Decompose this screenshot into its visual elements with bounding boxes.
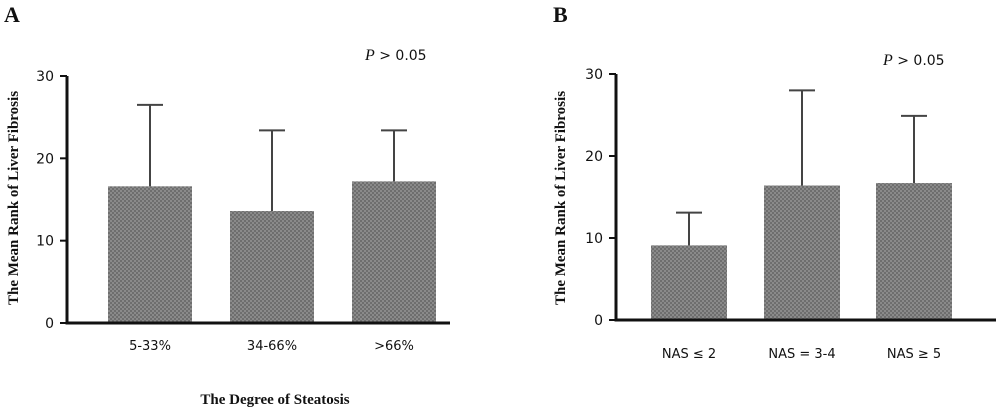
panel-a-marks: 5-33% 34-66% >66% 0 10 20 30 (36, 69, 450, 354)
panel-a-y-axis-label: The Mean Rank of Liver Fibrosis (6, 91, 22, 305)
panel-b-y-tick-label-20: 20 (585, 149, 603, 165)
panel-a-letter: A (4, 2, 20, 27)
panel-a-category-label-3: >66% (374, 339, 414, 354)
panel-a-p-value: P > 0.05 (364, 47, 427, 64)
panel-a-bar-2 (230, 211, 314, 323)
panel-a-bar-1 (108, 186, 192, 323)
panel-a-category-label-1: 5-33% (129, 339, 171, 354)
panel-b-bar-1 (651, 245, 727, 320)
panel-b-marks: NAS ≤ 2 NAS = 3-4 NAS ≥ 5 0 10 20 30 (585, 67, 996, 362)
panel-b-bar-3 (876, 183, 952, 320)
panel-b-p-value: P > 0.05 (882, 52, 945, 69)
panel-b-y-tick-label-10: 10 (585, 231, 603, 247)
panel-a-category-label-2: 34-66% (247, 339, 297, 354)
panel-a: A The Mean Rank of Liver Fibrosis The De… (4, 2, 450, 408)
panel-a-x-axis-label: The Degree of Steatosis (200, 392, 349, 408)
panel-b-y-axis-label: The Mean Rank of Liver Fibrosis (553, 91, 569, 305)
panel-b-category-label-1: NAS ≤ 2 (662, 347, 716, 362)
panel-b: B The Mean Rank of Liver Fibrosis P > 0.… (553, 2, 996, 362)
panel-a-bar-3 (352, 181, 436, 323)
panel-b-y-tick-label-30: 30 (585, 67, 603, 83)
panel-a-y-tick-label-20: 20 (36, 151, 54, 167)
panel-b-category-label-2: NAS = 3-4 (768, 347, 835, 362)
panel-b-letter: B (553, 2, 568, 27)
panel-b-y-tick-label-0: 0 (594, 313, 603, 329)
panel-a-y-tick-label-10: 10 (36, 234, 54, 250)
panel-a-y-tick-label-30: 30 (36, 69, 54, 85)
panel-b-bar-2 (764, 185, 840, 320)
panel-b-category-label-3: NAS ≥ 5 (887, 347, 941, 362)
panel-a-y-tick-label-0: 0 (45, 316, 54, 332)
